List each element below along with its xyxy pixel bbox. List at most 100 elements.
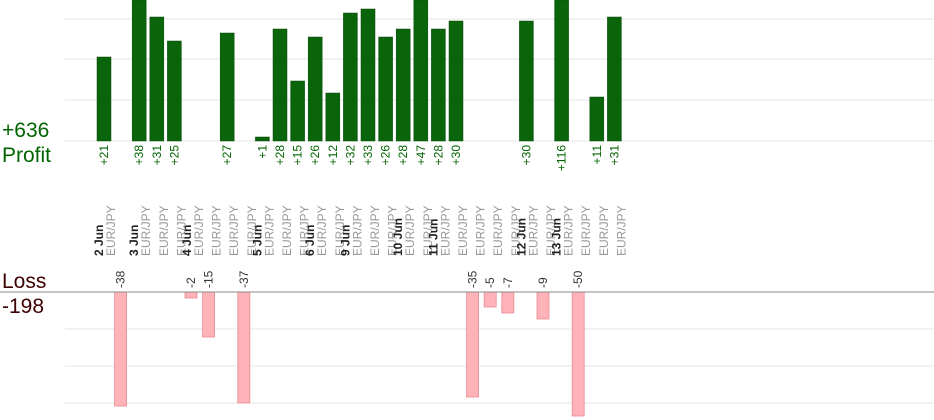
profit-bar [589, 96, 605, 142]
value-labels: +21-38+38 +31 +25-2 -15+27-37+1 +28 +15 +26 +12… [97, 145, 621, 288]
value-label: -37 [237, 270, 251, 288]
pair-label: EUR/JPY [614, 205, 628, 256]
value-label: +30 [519, 145, 533, 166]
loss-total: -198 [2, 295, 45, 318]
profit-bar [325, 92, 341, 142]
pair-label: EUR/JPY [174, 205, 188, 256]
pair-label: EUR/JPY [298, 205, 312, 256]
profit-bar [413, 0, 429, 142]
loss-bar [202, 291, 216, 338]
pair-label: EUR/JPY [509, 205, 523, 256]
date-label: 9 Jun [338, 225, 352, 256]
value-label: +30 [449, 145, 463, 166]
profit-bar [607, 16, 622, 142]
pair-label: EUR/JPY [157, 205, 171, 256]
pair-label: EUR/JPY [104, 205, 118, 256]
pair-label: EUR/JPY [315, 205, 329, 256]
profit-bar [307, 36, 323, 142]
profit-bar [519, 20, 534, 142]
profit-bar [554, 0, 569, 142]
pair-label: EUR/JPY [562, 205, 576, 256]
date-label: 2 Jun [92, 225, 106, 256]
date-label: 10 Jun [391, 218, 405, 256]
value-label: +1 [255, 145, 269, 159]
value-label: +38 [132, 145, 146, 166]
value-label: +25 [167, 145, 181, 166]
profit-bar [378, 36, 393, 142]
date-label: 3 Jun [127, 225, 141, 256]
value-label: -35 [466, 270, 480, 288]
date-label: 13 Jun [550, 218, 564, 256]
pair-label: EUR/JPY [245, 205, 259, 256]
pair-label: EUR/JPY [403, 205, 417, 256]
value-label: -5 [483, 277, 497, 288]
pair-label: EUR/JPY [456, 205, 470, 256]
profit-bar [96, 56, 112, 142]
pair-label: EUR/JPY [227, 205, 241, 256]
value-label: +15 [291, 145, 305, 166]
profit-bar [167, 40, 182, 142]
loss-bar [501, 291, 515, 314]
value-label: +21 [97, 145, 111, 166]
loss-bar [536, 291, 550, 320]
loss-bar [237, 291, 251, 404]
loss-bar [114, 291, 127, 407]
value-label: -9 [536, 277, 550, 288]
value-label: +27 [220, 145, 234, 166]
profit-bar [448, 20, 464, 142]
value-label: +28 [396, 145, 410, 166]
date-label: 12 Jun [514, 218, 528, 256]
profit-label: Profit [2, 144, 52, 167]
value-label: -15 [202, 270, 216, 288]
profit-bar [343, 12, 358, 142]
pair-label: EUR/JPY [474, 205, 488, 256]
pair-label: EUR/JPY [386, 205, 400, 256]
value-label: -2 [184, 277, 198, 288]
profit-bar [395, 28, 411, 142]
value-label: -38 [114, 270, 128, 288]
profit-bar [131, 0, 147, 142]
pair-label: EUR/JPY [597, 205, 611, 256]
loss-bar [466, 291, 480, 398]
loss-bar [571, 291, 585, 417]
date-label: 4 Jun [180, 225, 194, 256]
loss-bar [483, 291, 497, 308]
value-label: -7 [501, 277, 515, 288]
pair-label: EUR/JPY [579, 205, 593, 256]
pair-label: EUR/JPY [139, 205, 153, 256]
profit-total: +636 [2, 119, 50, 142]
pair-label: EUR/JPY [333, 205, 347, 256]
value-label: +28 [273, 145, 287, 166]
profit-bar [290, 80, 305, 142]
pair-label: EUR/JPY [368, 205, 382, 256]
value-label: +28 [431, 145, 445, 166]
value-label: +12 [326, 145, 340, 166]
loss-bar [184, 291, 198, 299]
profit-bar [219, 32, 235, 142]
value-label: +33 [361, 145, 375, 166]
pair-label: EUR/JPY [262, 205, 276, 256]
value-label: +116 [555, 145, 569, 171]
date-label: 11 Jun [426, 219, 440, 256]
profit-bar [255, 136, 270, 142]
value-label: +47 [414, 145, 428, 166]
value-label: +26 [308, 145, 322, 166]
value-label: +26 [379, 145, 393, 166]
value-label: +31 [150, 145, 164, 166]
pair-label: EUR/JPY [491, 205, 505, 256]
pair-label: EUR/JPY [192, 205, 206, 256]
profit-bar [360, 8, 376, 142]
pair-label: EUR/JPY [526, 205, 540, 256]
pair-label: EUR/JPY [280, 205, 294, 256]
value-label: +11 [590, 145, 604, 165]
value-label: +31 [607, 145, 621, 166]
pair-label: EUR/JPY [438, 205, 452, 256]
date-label: 6 Jun [303, 225, 317, 256]
pair-label: EUR/JPY [544, 205, 558, 256]
value-label: +32 [343, 145, 357, 166]
profit-bar [272, 28, 288, 142]
loss-label: Loss [2, 270, 47, 293]
profit-bar [149, 16, 165, 142]
